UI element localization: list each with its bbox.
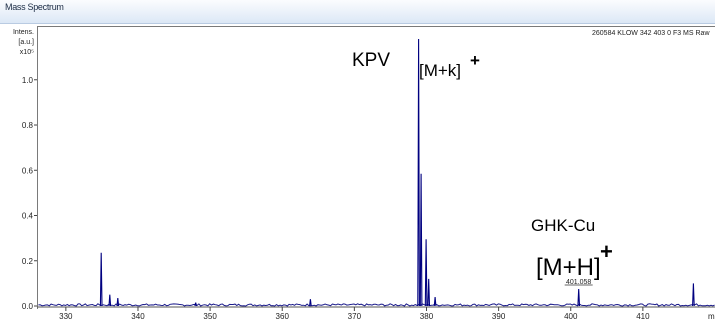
x-tick-label: 380: [420, 312, 434, 321]
spectrum-peak: [417, 38, 420, 307]
spectrum-peak: [577, 288, 581, 307]
spectrum-peak: [194, 302, 198, 307]
x-tick-label: 370: [348, 312, 362, 321]
annotation-m-plus-k-charge: +: [470, 51, 480, 70]
annotation-kpv: KPV: [352, 50, 390, 71]
spectrum-peak: [424, 239, 428, 307]
spectrum-peak: [427, 278, 431, 307]
plot-frame: [37, 26, 715, 309]
annotation-ghk-cu: GHK-Cu: [531, 216, 595, 235]
spectrum-peak: [116, 298, 120, 307]
spectrum-peak: [433, 296, 437, 307]
annotation-m-plus-h-charge: +: [600, 239, 613, 264]
spectrum-peak: [309, 299, 312, 307]
y-tick-label: 0.4: [22, 212, 34, 221]
window-titlebar[interactable]: Mass Spectrum: [0, 0, 715, 24]
y-tick-label: 0.8: [22, 121, 34, 130]
x-tick-label: 360: [276, 312, 290, 321]
spectrum-peak: [419, 173, 423, 307]
y-axis-label-line: Intens.: [13, 29, 34, 36]
spectrum-peak: [99, 252, 103, 307]
spectrum-header-text: 260584 KLOW 342 403 0 F3 MS Raw: [592, 30, 710, 37]
annotation-m-plus-h: [M+H]: [536, 254, 601, 281]
y-axis-label-line: x10⁵: [20, 49, 34, 56]
x-tick-label: 350: [203, 312, 217, 321]
y-tick-label: 0.2: [22, 257, 34, 266]
spectrum-baseline: [38, 303, 715, 307]
y-tick-label: 0.0: [22, 302, 34, 311]
annotation-m-plus-k: [M+k]: [419, 61, 461, 80]
x-tick-label: 400: [564, 312, 578, 321]
peak-label: 401.058: [566, 279, 591, 286]
spectrum-peak: [692, 283, 695, 307]
x-tick-label: 410: [636, 312, 650, 321]
y-tick-label: 0.6: [22, 166, 34, 175]
x-tick-label: 330: [59, 312, 73, 321]
x-axis-label: m: [708, 312, 715, 321]
window-title: Mass Spectrum: [5, 2, 64, 12]
x-tick-label: 390: [492, 312, 506, 321]
y-tick-label: 1.0: [22, 76, 34, 85]
spectrum-peak: [108, 294, 112, 307]
y-axis-label-line: [a.u.]: [18, 39, 34, 46]
x-tick-label: 340: [131, 312, 145, 321]
